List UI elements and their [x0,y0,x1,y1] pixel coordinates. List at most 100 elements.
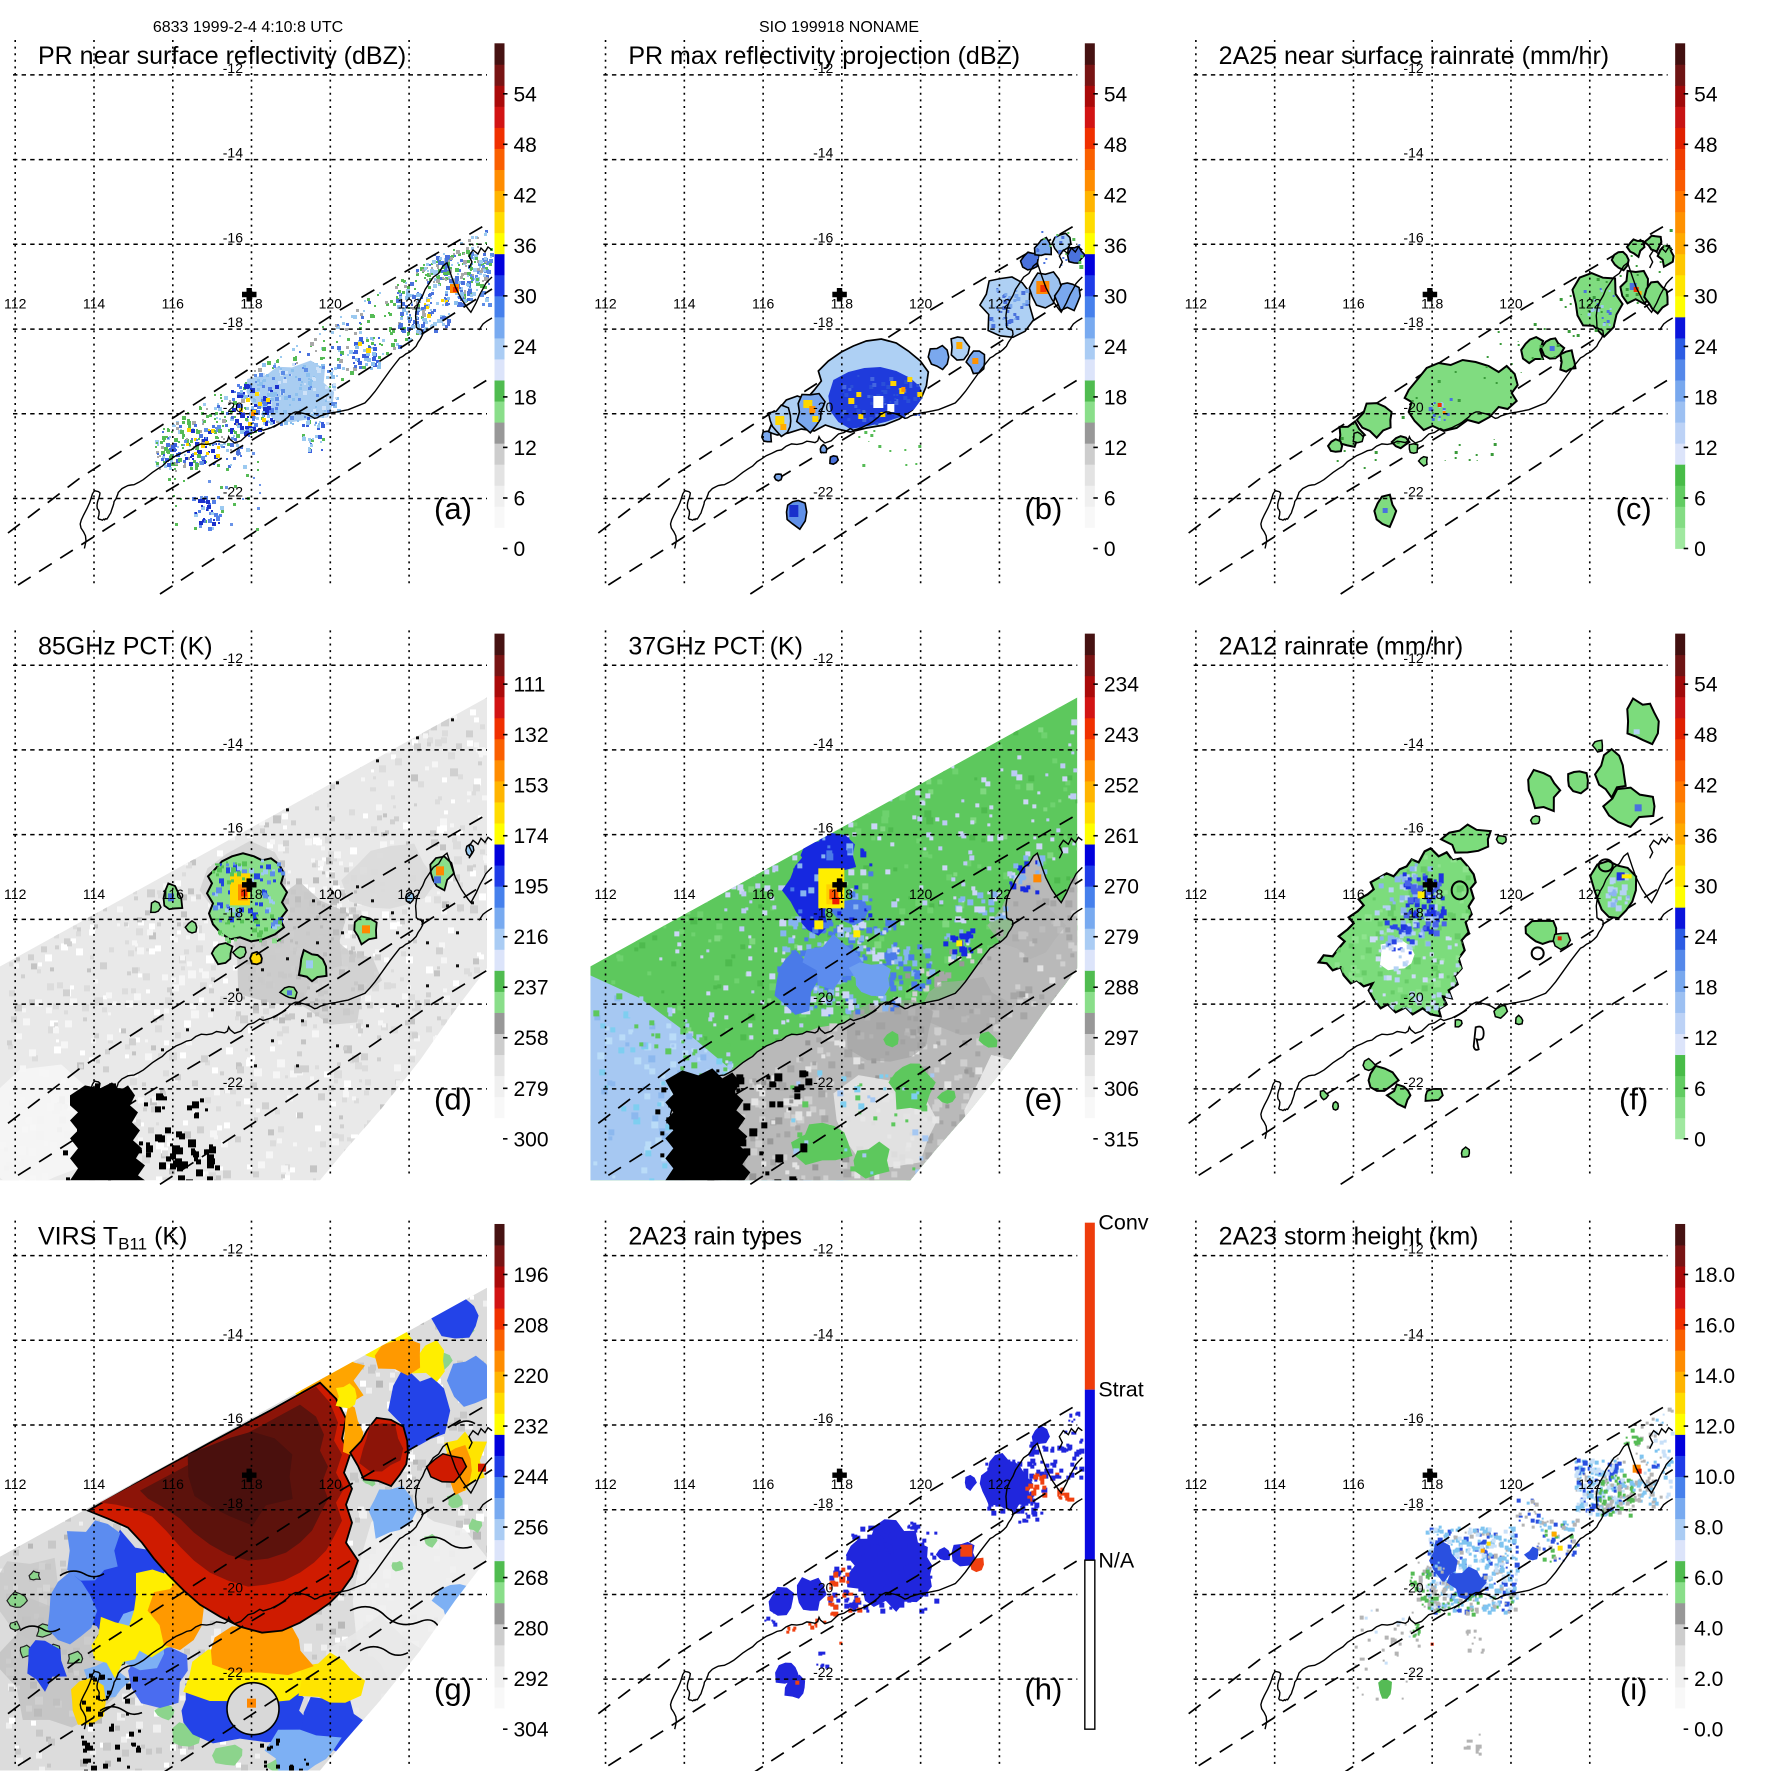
svg-text:18.0: 18.0 [1694,1264,1735,1287]
svg-text:297: 297 [1104,1027,1139,1050]
svg-text:(i): (i) [1620,1672,1648,1707]
svg-text:0: 0 [1104,538,1116,561]
svg-text:12: 12 [1694,437,1717,460]
svg-text:(d): (d) [434,1081,472,1116]
svg-text:6.0: 6.0 [1694,1567,1723,1590]
svg-text:2A12 rainrate (mm/hr): 2A12 rainrate (mm/hr) [1219,632,1464,660]
svg-text:PR near surface reflectivity (: PR near surface reflectivity (dBZ) [38,42,406,70]
svg-text:6: 6 [514,488,526,511]
svg-text:279: 279 [1104,926,1139,949]
svg-text:18: 18 [1694,977,1717,1000]
svg-text:244: 244 [514,1466,549,1489]
svg-text:48: 48 [1694,724,1717,747]
svg-text:270: 270 [1104,876,1139,899]
svg-text:12.0: 12.0 [1694,1416,1735,1439]
svg-text:216: 216 [514,926,549,949]
svg-text:0: 0 [514,538,526,561]
svg-text:252: 252 [1104,775,1139,798]
svg-text:42: 42 [1694,775,1717,798]
svg-text:18: 18 [1694,386,1717,409]
svg-text:8.0: 8.0 [1694,1517,1723,1540]
svg-text:48: 48 [1694,134,1717,157]
svg-text:48: 48 [514,134,537,157]
svg-text:2A23 storm height (km): 2A23 storm height (km) [1219,1223,1479,1251]
svg-text:6833 1999-2-4 4:10:8 UTC: 6833 1999-2-4 4:10:8 UTC [153,19,343,36]
svg-text:24: 24 [1694,926,1718,949]
svg-text:111: 111 [514,674,546,697]
svg-text:48: 48 [1104,134,1127,157]
svg-text:292: 292 [514,1668,549,1691]
svg-text:195: 195 [514,876,549,899]
svg-text:315: 315 [1104,1128,1139,1151]
svg-text:30: 30 [1694,285,1717,308]
svg-text:(b): (b) [1024,491,1062,526]
svg-text:2.0: 2.0 [1694,1668,1723,1691]
svg-text:PR max reflectivity projection: PR max reflectivity projection (dBZ) [628,42,1020,70]
svg-text:(a): (a) [434,491,472,526]
svg-text:16.0: 16.0 [1694,1314,1735,1337]
svg-text:36: 36 [514,235,537,258]
svg-text:304: 304 [514,1719,549,1742]
svg-text:(c): (c) [1616,491,1652,526]
svg-text:(h): (h) [1024,1672,1062,1707]
svg-text:18: 18 [1104,386,1127,409]
svg-text:243: 243 [1104,724,1139,747]
svg-text:SIO 199918 NONAME: SIO 199918 NONAME [759,19,919,36]
svg-text:6: 6 [1694,1078,1706,1101]
svg-text:220: 220 [514,1365,549,1388]
svg-text:237: 237 [514,977,549,1000]
svg-text:256: 256 [514,1517,549,1540]
svg-text:Conv: Conv [1098,1211,1148,1235]
svg-text:85GHz PCT (K): 85GHz PCT (K) [38,632,213,660]
svg-text:18: 18 [514,386,537,409]
svg-text:208: 208 [514,1314,549,1337]
svg-text:42: 42 [1694,184,1717,207]
svg-text:30: 30 [514,285,537,308]
svg-text:153: 153 [514,775,549,798]
svg-text:12: 12 [1104,437,1127,460]
svg-text:0: 0 [1694,538,1706,561]
svg-text:24: 24 [514,336,538,359]
svg-text:12: 12 [1694,1027,1717,1050]
svg-text:232: 232 [514,1416,549,1439]
svg-text:54: 54 [1104,83,1128,106]
svg-text:37GHz PCT (K): 37GHz PCT (K) [628,632,803,660]
svg-text:36: 36 [1104,235,1127,258]
svg-text:24: 24 [1104,336,1128,359]
svg-text:268: 268 [514,1567,549,1590]
svg-text:300: 300 [514,1128,549,1151]
svg-text:261: 261 [1104,825,1139,848]
svg-text:30: 30 [1694,876,1717,899]
svg-text:306: 306 [1104,1078,1139,1101]
svg-text:174: 174 [514,825,549,848]
svg-text:36: 36 [1694,235,1717,258]
svg-text:Strat: Strat [1098,1378,1143,1402]
svg-text:196: 196 [514,1264,549,1287]
svg-text:4.0: 4.0 [1694,1618,1723,1641]
svg-text:42: 42 [1104,184,1127,207]
svg-text:2A23 rain types: 2A23 rain types [628,1223,802,1251]
svg-text:6: 6 [1104,488,1116,511]
svg-text:2A25 near surface rainrate (mm: 2A25 near surface rainrate (mm/hr) [1219,42,1609,70]
svg-text:132: 132 [514,724,549,747]
svg-text:279: 279 [514,1078,549,1101]
svg-text:0: 0 [1694,1128,1706,1151]
svg-text:10.0: 10.0 [1694,1466,1735,1489]
svg-text:30: 30 [1104,285,1127,308]
svg-text:54: 54 [514,83,538,106]
svg-text:42: 42 [514,184,537,207]
svg-text:288: 288 [1104,977,1139,1000]
svg-text:36: 36 [1694,825,1717,848]
svg-text:258: 258 [514,1027,549,1050]
svg-text:N/A: N/A [1098,1549,1135,1573]
svg-text:VIRS TB11 (K): VIRS TB11 (K) [38,1223,187,1254]
svg-text:12: 12 [514,437,537,460]
svg-text:54: 54 [1694,674,1718,697]
svg-text:0.0: 0.0 [1694,1719,1723,1742]
svg-text:(g): (g) [434,1672,472,1707]
svg-text:14.0: 14.0 [1694,1365,1735,1388]
svg-text:6: 6 [1694,488,1706,511]
svg-text:(f): (f) [1619,1081,1648,1116]
svg-text:280: 280 [514,1618,549,1641]
svg-text:234: 234 [1104,674,1139,697]
